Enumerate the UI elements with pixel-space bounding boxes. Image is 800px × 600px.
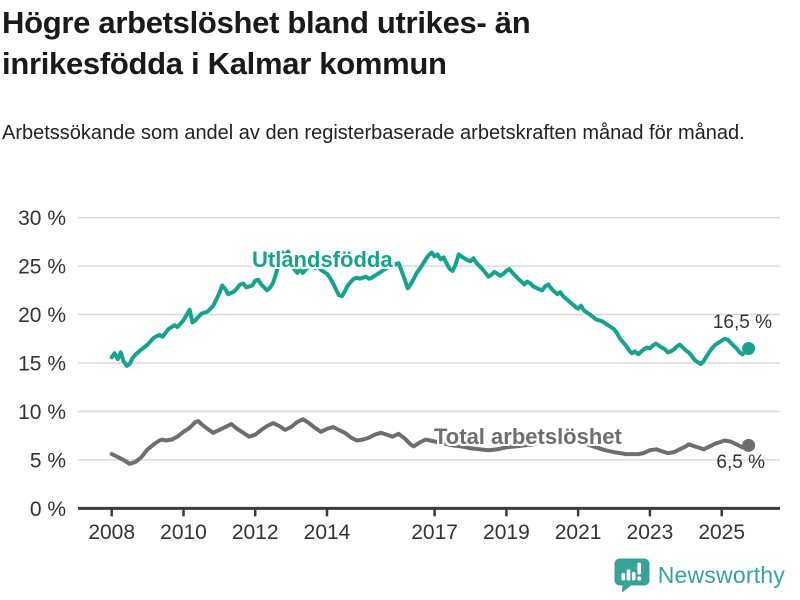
series-line-total-arbetsl-shet (109, 417, 751, 466)
x-tick-label: 2014 (304, 521, 351, 544)
page-subtitle: Arbetssökande som andel av den registerb… (2, 122, 745, 144)
newsworthy-wordmark: Newsworthy (657, 562, 785, 588)
exclamation-bar (637, 562, 641, 575)
page-title: Högre arbetslöshet bland utrikes- än inr… (2, 5, 531, 81)
x-tick-label: 2008 (88, 521, 135, 544)
bar-3 (631, 572, 636, 581)
y-tick-label: 20 % (18, 304, 66, 327)
y-tick-label: 5 % (30, 449, 66, 472)
newsworthy-logo: Newsworthy (614, 558, 785, 593)
x-tick-label: 2017 (411, 521, 458, 544)
series-end-dot-total-arbetsl-shet (742, 438, 756, 452)
y-tick-label: 25 % (18, 256, 66, 279)
series-line-utlandsf-dda (109, 249, 751, 368)
x-tick-label: 2021 (555, 521, 602, 544)
x-tick-label: 2025 (698, 521, 745, 544)
x-tick-label: 2019 (483, 521, 530, 544)
series-label-total-arbetsloshet: Total arbetslöshet (434, 424, 622, 449)
x-tick-label: 2010 (160, 521, 207, 544)
bar-1 (621, 573, 625, 581)
newsworthy-chart-bubble-icon (614, 558, 650, 593)
end-value-label-total: 6,5 % (716, 452, 765, 473)
x-tick-label: 2012 (232, 521, 279, 544)
y-tick-label: 0 % (30, 498, 66, 521)
y-tick-label: 15 % (18, 353, 66, 376)
end-value-label-utlandsfodda: 16,5 % (712, 312, 772, 333)
series-label-utlandsfodda: Utlandsfödda (252, 247, 393, 272)
series-end-dot-utlandsf-dda (742, 342, 756, 355)
y-tick-label: 30 % (18, 207, 66, 230)
y-tick-label: 10 % (18, 401, 66, 424)
x-tick-label: 2023 (627, 521, 674, 544)
bar-2 (626, 569, 631, 581)
exclamation-dot (636, 576, 642, 581)
